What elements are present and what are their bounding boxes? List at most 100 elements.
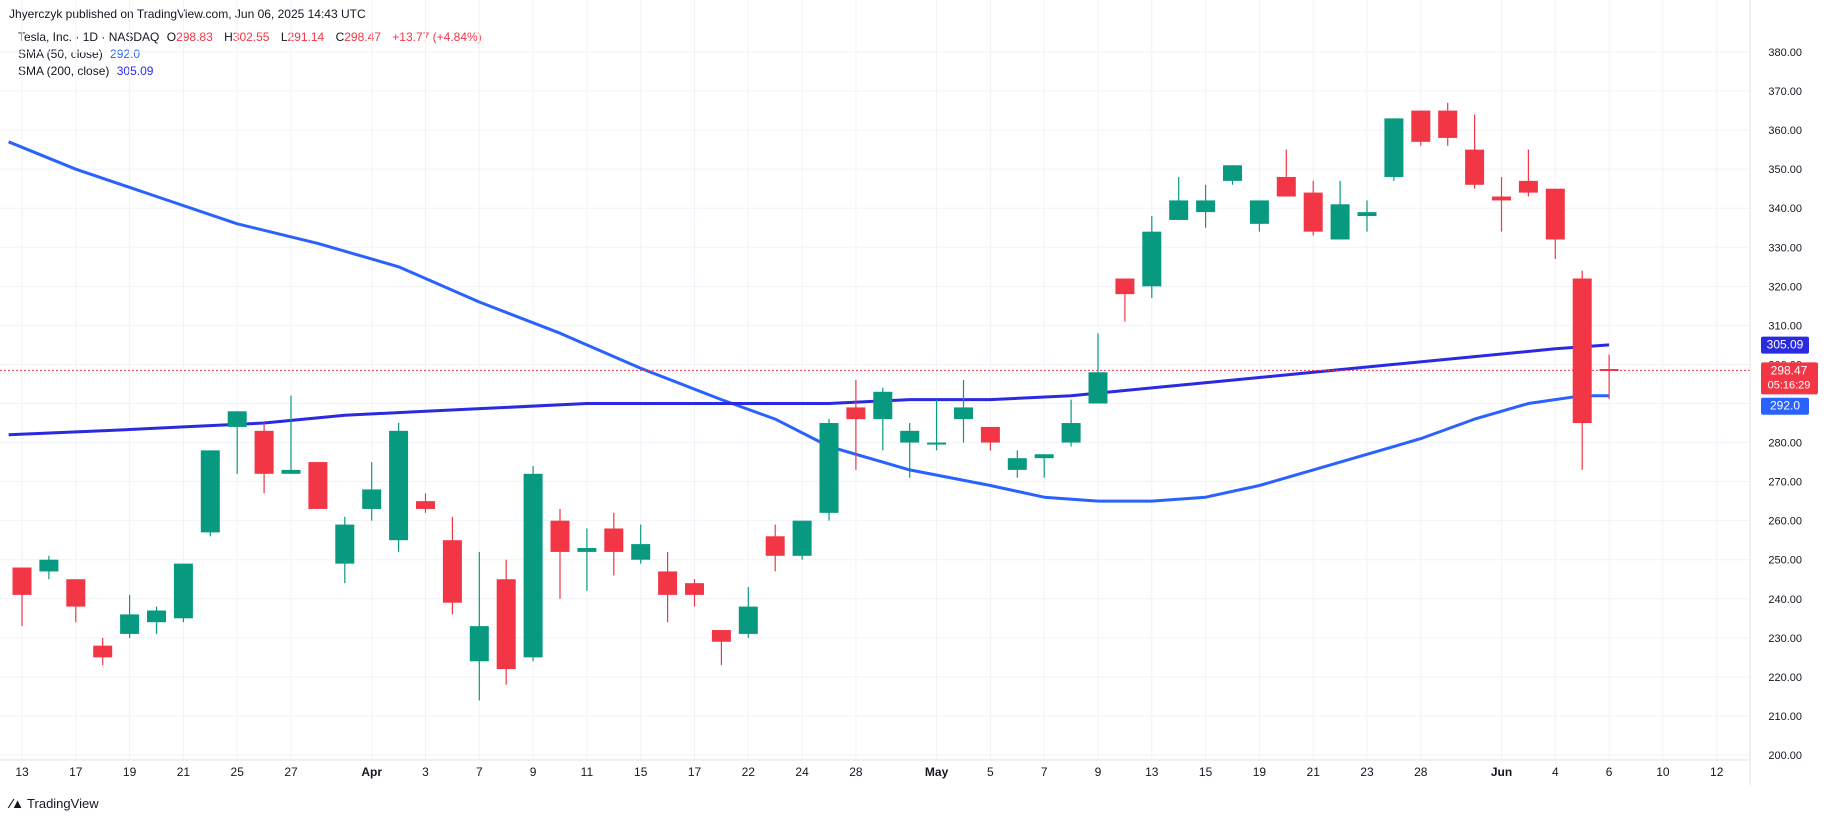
candle-body bbox=[335, 524, 355, 564]
candle-body bbox=[1249, 200, 1269, 224]
candle-body bbox=[308, 462, 328, 509]
time-tick-label: 7 bbox=[476, 765, 483, 779]
low-label: L bbox=[280, 30, 288, 44]
candle-body bbox=[1438, 110, 1458, 138]
sma50-value: 292.0 bbox=[110, 47, 141, 61]
candle-body bbox=[846, 407, 866, 420]
ohlc-values: O298.83 bbox=[167, 30, 217, 44]
time-tick-label: 4 bbox=[1552, 765, 1559, 779]
candle-body bbox=[281, 469, 301, 474]
candle-body bbox=[39, 559, 59, 572]
tradingview-logo-icon: ⁄▲ bbox=[10, 796, 24, 811]
price-tick-label: 340.00 bbox=[1768, 203, 1802, 215]
price-tick-label: 210.00 bbox=[1768, 711, 1802, 723]
time-tick-label: 7 bbox=[1041, 765, 1048, 779]
price-tick-label: 240.00 bbox=[1768, 594, 1802, 606]
time-tick-label: 10 bbox=[1656, 765, 1670, 779]
time-tick-label: 27 bbox=[284, 765, 298, 779]
price-tick-label: 260.00 bbox=[1768, 516, 1802, 528]
sma50-tag-text: 292.0 bbox=[1770, 399, 1800, 413]
symbol-label[interactable]: Tesla, Inc. · 1D · NASDAQ bbox=[18, 30, 160, 44]
candle-body bbox=[604, 528, 624, 552]
open-label: O bbox=[166, 30, 177, 44]
time-tick-label: 22 bbox=[742, 765, 756, 779]
last-price-tag-text: 298.47 bbox=[1771, 363, 1808, 377]
time-tick-label: 15 bbox=[1199, 765, 1213, 779]
candle-body bbox=[523, 473, 543, 658]
last-price-tag: 298.47 05:16:29 bbox=[1761, 362, 1818, 395]
time-tick-label: 17 bbox=[69, 765, 83, 779]
candle-body bbox=[1303, 192, 1323, 232]
time-tick-label: 21 bbox=[177, 765, 191, 779]
candle-body bbox=[1142, 231, 1162, 287]
candle-body bbox=[1196, 200, 1216, 213]
time-tick-label: 9 bbox=[1095, 765, 1102, 779]
sma200-tag-text: 305.09 bbox=[1767, 338, 1804, 352]
price-tick-label: 310.00 bbox=[1768, 320, 1802, 332]
candles bbox=[12, 102, 1619, 701]
candle-body bbox=[1411, 110, 1431, 142]
tradingview-footer[interactable]: ⁄▲ TradingView bbox=[10, 796, 99, 811]
candle-body bbox=[577, 548, 597, 552]
price-tick-label: 380.00 bbox=[1768, 47, 1802, 59]
time-tick-label: 25 bbox=[231, 765, 245, 779]
candle-body bbox=[120, 614, 140, 634]
sma50-line bbox=[8, 140, 1610, 503]
candle-body bbox=[1115, 278, 1135, 295]
candle-body bbox=[1518, 180, 1538, 193]
candle-body bbox=[93, 645, 113, 658]
sma-lines bbox=[8, 140, 1610, 503]
candle-body bbox=[227, 411, 247, 427]
time-tick-label: 24 bbox=[795, 765, 809, 779]
candle-body bbox=[469, 626, 489, 662]
time-tick-label: 15 bbox=[634, 765, 648, 779]
candle-body bbox=[1330, 204, 1350, 240]
candle-body bbox=[658, 571, 678, 595]
sma200-label: SMA (200, close) bbox=[18, 64, 110, 78]
time-tick-label: 13 bbox=[1145, 765, 1159, 779]
candle-body bbox=[1169, 200, 1189, 220]
price-tick-label: 230.00 bbox=[1768, 633, 1802, 645]
time-tick-label: 21 bbox=[1307, 765, 1321, 779]
candle-body bbox=[819, 423, 839, 513]
candle-body bbox=[873, 391, 893, 420]
candle-body bbox=[792, 520, 812, 556]
candle-body bbox=[685, 583, 704, 595]
candle-body bbox=[1572, 278, 1592, 424]
time-tick-label: 19 bbox=[1253, 765, 1267, 779]
publisher-line: Jhyerczyk published on TradingView.com, … bbox=[9, 7, 366, 21]
sma50-legend[interactable]: SMA (50, close) 292.0 bbox=[18, 47, 144, 61]
candle-body bbox=[954, 407, 973, 420]
candle-body bbox=[442, 540, 462, 603]
sma200-line bbox=[8, 343, 1610, 437]
time-tick-label: 9 bbox=[530, 765, 537, 779]
time-tick-label: 6 bbox=[1606, 765, 1613, 779]
candle-body bbox=[711, 630, 731, 642]
grid bbox=[0, 0, 1750, 760]
candle-body bbox=[550, 520, 570, 552]
candle-body bbox=[389, 430, 409, 541]
candle-body bbox=[980, 426, 1000, 443]
high-value: 302.55 bbox=[232, 30, 270, 44]
candle-body bbox=[12, 567, 32, 595]
price-tick-label: 320.00 bbox=[1768, 281, 1802, 293]
sma200-value: 305.09 bbox=[116, 64, 154, 78]
candle-body bbox=[1223, 165, 1242, 181]
candle-body bbox=[631, 544, 651, 560]
countdown-tag-text: 05:16:29 bbox=[1768, 379, 1811, 391]
candle-body bbox=[1061, 423, 1081, 443]
candle-body bbox=[1034, 454, 1054, 459]
time-tick-label: 17 bbox=[688, 765, 702, 779]
time-tick-label: 23 bbox=[1360, 765, 1374, 779]
time-tick-label: Jun bbox=[1491, 765, 1512, 779]
sma50-price-tag: 292.0 bbox=[1761, 397, 1809, 415]
candle-body bbox=[765, 536, 785, 556]
candle-body bbox=[900, 430, 920, 443]
time-axis[interactable]: 13 17 19 21 25 27 Apr 3 7 9 11 15 17 22 24 28 May 5 7 9 13 15… bbox=[15, 765, 1723, 779]
candle-body bbox=[1007, 458, 1027, 470]
candle-body bbox=[1357, 212, 1377, 217]
low-value: 291.14 bbox=[287, 30, 325, 44]
sma200-legend[interactable]: SMA (200, close) 305.09 bbox=[18, 64, 157, 78]
candle-body bbox=[362, 489, 382, 509]
